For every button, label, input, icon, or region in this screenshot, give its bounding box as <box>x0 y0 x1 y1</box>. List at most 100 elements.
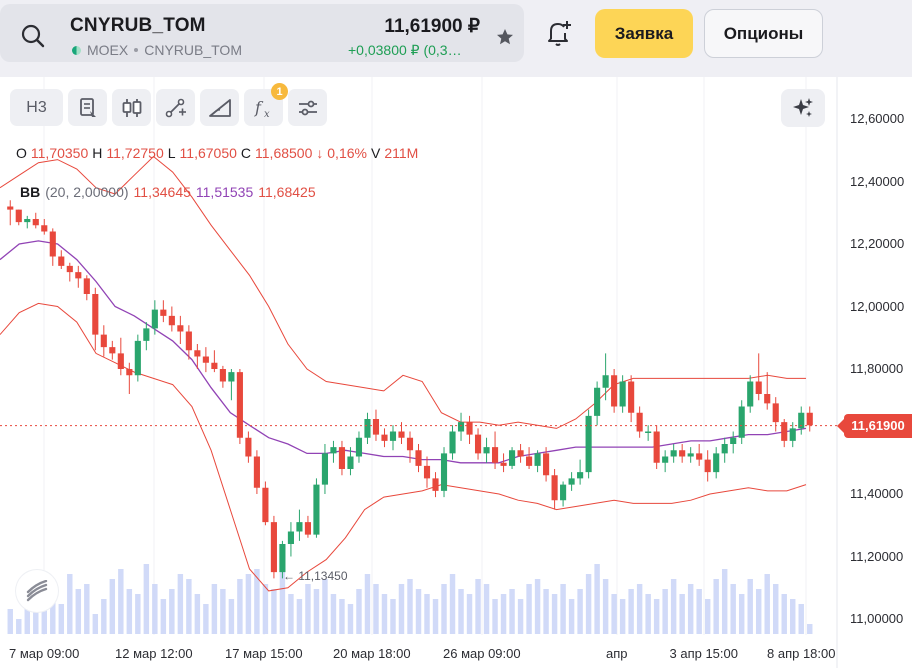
ruler-button[interactable] <box>200 89 239 126</box>
volume-bar <box>645 594 651 634</box>
price-tick-label: 12,40000 <box>850 173 905 189</box>
bb-lower-line <box>0 302 807 592</box>
chart-type-icon <box>79 97 96 117</box>
candle-body <box>347 456 354 469</box>
current-price: 11,61900 ₽ <box>384 16 480 37</box>
price-tick-label: 11,80000 <box>850 361 904 376</box>
candle-body <box>66 265 73 273</box>
options-button[interactable]: Опционы <box>704 9 823 58</box>
volume-bar <box>560 584 566 634</box>
instrument-code: CNYRUB_TOM <box>144 42 242 58</box>
draw-line-icon <box>165 98 186 117</box>
indicators-button[interactable]: f x 1 <box>244 83 288 126</box>
volume-bar <box>432 599 439 634</box>
candle-body <box>160 309 167 316</box>
volume-bar <box>807 624 813 634</box>
candle-body <box>304 522 311 535</box>
candle-body <box>262 487 269 523</box>
volume-bar <box>237 579 243 634</box>
volume-bar <box>109 579 116 634</box>
time-tick-label: 3 апр 15:00 <box>669 646 739 661</box>
settings-sliders-icon <box>298 100 317 115</box>
candle-body <box>211 362 218 369</box>
star-icon[interactable] <box>495 27 515 47</box>
candle-body <box>636 412 643 432</box>
candle-body <box>117 353 124 369</box>
time-tick-label: 7 мар 09:00 <box>9 646 80 661</box>
volume-bar <box>271 589 277 634</box>
close-key: C <box>240 145 252 161</box>
candle-body <box>177 325 184 332</box>
volume-bar <box>16 619 22 634</box>
candle-body <box>466 422 473 435</box>
bb-params: (20, 2,00000) <box>45 184 129 200</box>
exchange-name: MOEX <box>87 42 129 58</box>
volume-bar <box>118 569 124 634</box>
candle-body <box>92 294 99 335</box>
chart-type-button[interactable] <box>68 89 107 126</box>
volume-bar <box>152 584 158 634</box>
draw-line-button[interactable] <box>156 89 195 126</box>
candle-body <box>355 437 363 457</box>
volume-bar <box>543 589 549 634</box>
volume-bar <box>696 589 702 634</box>
candle-body <box>457 422 465 432</box>
search-icon[interactable] <box>20 23 46 49</box>
candle-body <box>679 450 686 457</box>
price-chart[interactable] <box>0 77 912 668</box>
candle-body <box>398 431 405 438</box>
volume-bar <box>169 589 175 634</box>
ruler-icon <box>208 98 231 117</box>
volume-bar <box>441 584 447 634</box>
time-tick-label: 20 мар 18:00 <box>333 646 411 661</box>
candle-body <box>330 447 337 454</box>
chart-settings-button[interactable] <box>288 89 327 126</box>
svg-text:x: x <box>264 109 270 120</box>
candle-body <box>662 456 669 463</box>
header: CNYRUB_TOM MOEX CNYRUB_TOM 11,61900 ₽ +0… <box>0 0 912 76</box>
volume-bar <box>483 584 490 634</box>
candle-body <box>143 328 150 341</box>
candle-body <box>406 437 414 451</box>
candle-body <box>568 478 575 485</box>
ticker-name: CNYRUB_TOM <box>70 15 206 36</box>
candle-body <box>755 381 762 394</box>
low-price-marker: ← 11,13450 <box>283 568 348 583</box>
candle-body <box>389 431 397 441</box>
low-value: 11,67050 <box>179 145 237 161</box>
volume-bar <box>764 574 770 634</box>
volume-bar <box>160 599 167 634</box>
candle-body <box>772 403 779 423</box>
candle-body <box>15 209 22 223</box>
bb-middle-line <box>0 240 807 464</box>
close-value: 11,68500 <box>255 145 313 161</box>
candles-button[interactable] <box>112 89 151 126</box>
volume-bar <box>296 599 303 634</box>
volume-bar <box>398 584 405 634</box>
timeframe-button[interactable]: Н3 <box>10 89 63 126</box>
chart-panel[interactable]: Н3 <box>0 77 912 668</box>
candle-body <box>687 453 694 457</box>
candle-body <box>270 522 277 573</box>
bb-name: BB <box>20 184 41 200</box>
candle-body <box>253 456 260 488</box>
ai-assistant-button[interactable] <box>781 89 825 127</box>
volume-bar <box>390 599 396 634</box>
ticker-selector[interactable]: CNYRUB_TOM MOEX CNYRUB_TOM 11,61900 ₽ +0… <box>0 4 524 62</box>
volume-bar <box>475 579 481 634</box>
volume-bar <box>798 604 804 634</box>
ohlc-legend: O 11,70350 H 11,72750 L 11,67050 C 11,68… <box>16 145 418 161</box>
volume-bar <box>585 574 592 634</box>
open-key: O <box>16 145 27 161</box>
time-tick-label: 8 апр 18:00 <box>767 646 836 661</box>
volume-bar <box>254 569 260 634</box>
price-tick-label: 12,20000 <box>850 236 905 251</box>
order-button[interactable]: Заявка <box>595 9 693 58</box>
candle-body <box>730 437 737 444</box>
candle-body <box>49 231 56 257</box>
bell-plus-icon[interactable] <box>545 18 573 48</box>
bollinger-legend[interactable]: BB (20, 2,00000) 11,34645 11,51535 11,68… <box>20 184 316 200</box>
volume-bar <box>577 589 583 634</box>
candle-body <box>551 475 558 501</box>
volume-key: V <box>370 145 381 161</box>
